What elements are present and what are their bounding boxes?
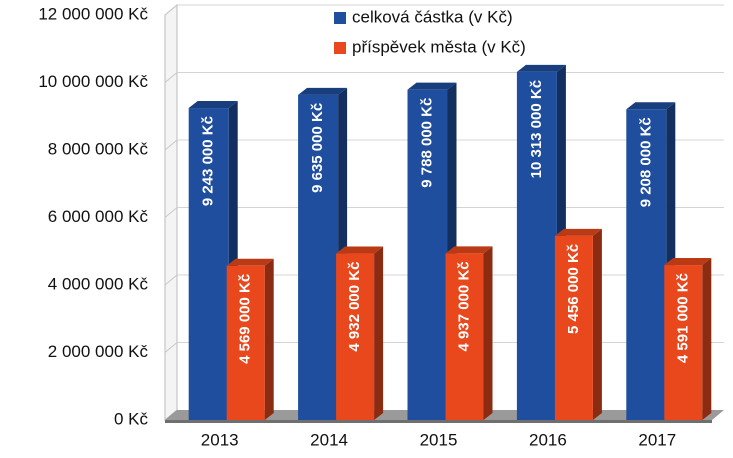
bar [626, 109, 667, 420]
bar-top [664, 258, 712, 266]
grid-wall-line [164, 207, 178, 218]
y-tick-label: 2 000 000 Kč [48, 342, 149, 361]
value-label: 9 788 000 Kč [418, 98, 435, 188]
grid-wall-line [164, 274, 178, 286]
legend-swatch [334, 12, 346, 24]
legend-swatch [334, 42, 346, 54]
bar-side [483, 246, 493, 420]
bar-top [336, 246, 384, 254]
x-tick-label: 2017 [638, 430, 676, 449]
bar-top [188, 101, 238, 109]
floor-edge [165, 420, 712, 423]
value-label: 4 932 000 Kč [346, 262, 363, 352]
bar-top [298, 87, 348, 95]
bar [226, 265, 265, 420]
bar [336, 253, 375, 420]
grid-wall-line [164, 139, 178, 151]
bar-top [626, 102, 676, 110]
y-tick-label: 8 000 000 Kč [48, 139, 149, 158]
y-tick-label: 6 000 000 Kč [48, 207, 149, 226]
x-tick-label: 2014 [310, 430, 348, 449]
x-tick-label: 2013 [201, 430, 239, 449]
y-tick-label: 12 000 000 Kč [38, 4, 148, 23]
bar [298, 94, 339, 420]
bar-top [407, 82, 457, 90]
y-tick-label: 4 000 000 Kč [48, 274, 149, 293]
grid-wall-line [164, 72, 178, 83]
bar-side [374, 246, 384, 420]
bar-top [554, 228, 602, 236]
value-label: 10 313 000 Kč [528, 80, 545, 178]
bar-top [445, 246, 493, 254]
bar [554, 235, 593, 420]
bar [407, 89, 448, 420]
bar [445, 253, 484, 420]
x-tick-label: 2016 [529, 430, 567, 449]
value-label: 4 569 000 Kč [237, 274, 254, 364]
bar [516, 71, 557, 420]
bar [664, 265, 703, 420]
bar-top [516, 64, 566, 72]
bar-side [592, 228, 602, 420]
legend-label: celková částka (v Kč) [352, 7, 513, 26]
bar-side [702, 258, 712, 420]
bar-side [264, 258, 274, 420]
value-label: 5 456 000 Kč [565, 244, 582, 334]
legend-label: příspěvek města (v Kč) [352, 37, 526, 56]
bar [188, 108, 229, 420]
grid-wall-line [164, 4, 178, 16]
value-label: 9 635 000 Kč [309, 103, 326, 193]
grid-wall-line [164, 342, 178, 353]
value-label: 4 937 000 Kč [455, 261, 472, 351]
value-label: 4 591 000 Kč [674, 273, 691, 363]
value-label: 9 243 000 Kč [200, 116, 217, 206]
value-label: 9 208 000 Kč [637, 117, 654, 207]
bar-top [226, 258, 274, 266]
y-tick-label: 0 Kč [114, 409, 149, 428]
x-tick-label: 2015 [420, 430, 458, 449]
y-tick-label: 10 000 000 Kč [38, 72, 148, 91]
